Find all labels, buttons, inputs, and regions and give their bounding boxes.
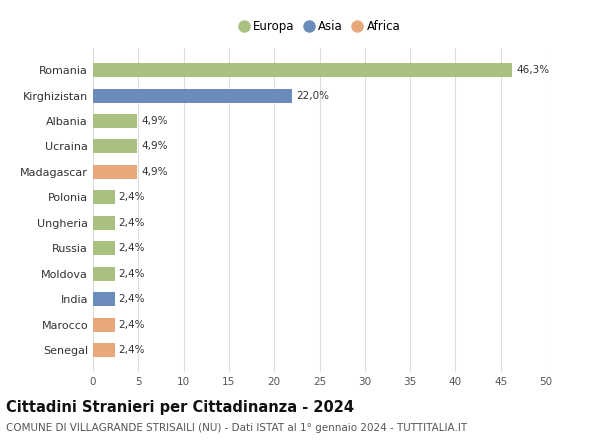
Text: 2,4%: 2,4% [118, 243, 145, 253]
Text: 46,3%: 46,3% [516, 65, 549, 75]
Text: 4,9%: 4,9% [141, 116, 167, 126]
Bar [93, 191, 115, 204]
Bar [93, 318, 115, 332]
Text: Cittadini Stranieri per Cittadinanza - 2024: Cittadini Stranieri per Cittadinanza - 2… [6, 400, 354, 414]
Bar [93, 88, 292, 103]
Text: 2,4%: 2,4% [118, 192, 145, 202]
Bar [93, 216, 115, 230]
Bar [93, 63, 512, 77]
Bar [93, 267, 115, 281]
Text: 2,4%: 2,4% [118, 294, 145, 304]
Text: 2,4%: 2,4% [118, 319, 145, 330]
Bar [93, 165, 137, 179]
Text: 2,4%: 2,4% [118, 218, 145, 228]
Bar [93, 139, 137, 154]
Legend: Europa, Asia, Africa: Europa, Asia, Africa [234, 15, 405, 38]
Text: COMUNE DI VILLAGRANDE STRISAILI (NU) - Dati ISTAT al 1° gennaio 2024 - TUTTITALI: COMUNE DI VILLAGRANDE STRISAILI (NU) - D… [6, 423, 467, 433]
Bar [93, 343, 115, 357]
Bar [93, 241, 115, 255]
Bar [93, 292, 115, 306]
Text: 2,4%: 2,4% [118, 269, 145, 279]
Text: 22,0%: 22,0% [296, 91, 329, 101]
Text: 4,9%: 4,9% [141, 142, 167, 151]
Bar [93, 114, 137, 128]
Text: 4,9%: 4,9% [141, 167, 167, 177]
Text: 2,4%: 2,4% [118, 345, 145, 355]
